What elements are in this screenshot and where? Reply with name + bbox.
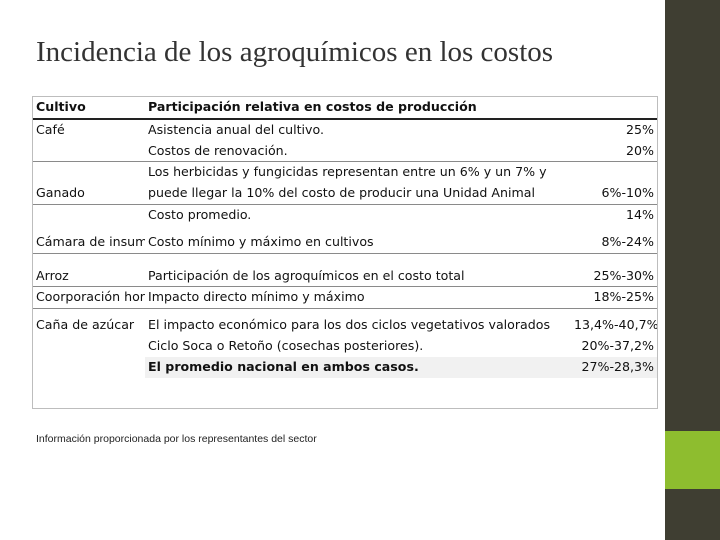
cell-crop: Ganado (33, 183, 145, 205)
cell-crop: Arroz (33, 253, 145, 288)
cell-crop: Caña de azúcar (36, 317, 135, 333)
table-header-row: Cultivo Participación relativa en costos… (33, 97, 657, 120)
table-row: Coorporación hortícola Impacto directo m… (33, 286, 657, 310)
table-row: El promedio nacional en ambos casos. 27%… (33, 356, 657, 378)
cell-crop (33, 140, 145, 163)
table-row: Caña de azúcar El impacto económico para… (33, 309, 657, 336)
sidebar-green-accent (665, 431, 720, 489)
cell-description: Participación de los agroquímicos en el … (145, 253, 571, 288)
cell-crop: Coorporación hortícola (33, 286, 145, 310)
cell-percent: 25% (626, 121, 654, 137)
cell-percent (571, 162, 657, 183)
cell-percent: 20%-37,2% (581, 337, 654, 353)
header-participation: Participación relativa en costos de prod… (145, 97, 571, 120)
table-row: Ganado puede llegar la 10% del costo de … (33, 183, 657, 205)
header-crop: Cultivo (33, 97, 145, 120)
slide-title: Incidencia de los agroquímicos en los co… (36, 36, 554, 68)
header-percent (571, 97, 657, 120)
table-row: Café Asistencia anual del cultivo. 25% (33, 119, 657, 141)
cell-percent: 13,4%-40,7% (574, 317, 657, 333)
cell-description: Impacto directo mínimo y máximo (145, 286, 571, 310)
cell-description: Costo promedio. (148, 206, 252, 222)
cost-table: Cultivo Participación relativa en costos… (33, 97, 657, 378)
cell-percent: 18%-25% (571, 286, 657, 310)
cell-crop (33, 162, 145, 183)
cell-description: El promedio nacional en ambos casos. (145, 356, 571, 378)
cell-description: El impacto económico para los dos ciclos… (148, 317, 551, 333)
cell-crop: Café (36, 121, 65, 137)
table-row: Costos de renovación. 20% (33, 140, 657, 163)
cell-crop (33, 204, 145, 225)
cell-percent: 14% (626, 206, 654, 222)
cell-description: Asistencia anual del cultivo. (148, 121, 324, 137)
cell-description: Costos de renovación. (145, 140, 571, 163)
cell-description: Ciclo Soca o Retoño (cosechas posteriore… (148, 337, 424, 353)
table-row: Cámara de insumos Costo mínimo y máximo … (33, 225, 657, 254)
cost-table-image: Cultivo Participación relativa en costos… (32, 96, 658, 409)
table-row: Ciclo Soca o Retoño (cosechas posteriore… (33, 336, 657, 357)
cell-description: Los herbicidas y fungicidas representan … (148, 164, 547, 180)
cell-percent: 25%-30% (571, 253, 657, 288)
source-footnote: Información proporcionada por los repres… (36, 433, 317, 445)
cell-crop (33, 357, 145, 378)
cell-percent: 20% (571, 140, 657, 163)
cell-crop (33, 336, 145, 357)
cell-description: puede llegar la 10% del costo de produci… (145, 183, 571, 205)
table-row: Costo promedio. 14% (33, 204, 657, 225)
cell-percent: 27%-28,3% (571, 356, 657, 378)
cell-description: Costo mínimo y máximo en cultivos (145, 225, 571, 254)
cell-crop: Cámara de insumos (33, 225, 145, 254)
table-row: Los herbicidas y fungicidas representan … (33, 162, 657, 183)
cell-percent: 6%-10% (571, 183, 657, 205)
cell-percent: 8%-24% (571, 225, 657, 254)
table-row: Arroz Participación de los agroquímicos … (33, 253, 657, 288)
